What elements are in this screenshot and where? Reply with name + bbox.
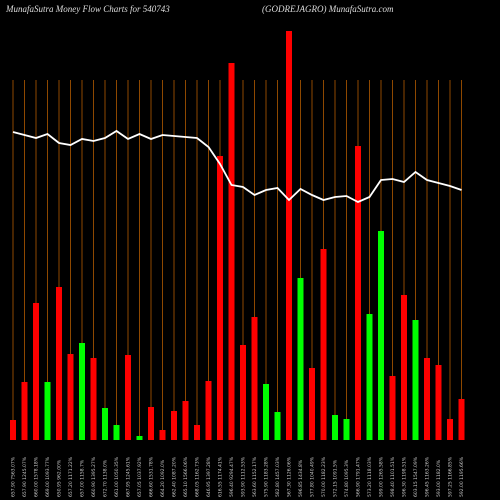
- bar: [136, 436, 143, 440]
- bar: [10, 420, 16, 440]
- x-tick-label: 657.05 1037.92%: [137, 456, 143, 497]
- x-tick-label: 567.30 1126.06%: [287, 456, 293, 497]
- x-tick-label: 667.95 1245.61%: [126, 456, 132, 497]
- x-tick-label: 646.95 1397.28%: [206, 456, 212, 497]
- x-tick-label: 593.00 1182.0%: [436, 459, 442, 497]
- bar: [21, 382, 28, 440]
- x-tick-label: 597.25 1166.85%: [448, 456, 454, 497]
- bar: [389, 376, 396, 440]
- x-tick-label: 657.00 1158.7%: [80, 459, 86, 497]
- x-tick-label: 657.90 7563.07%: [11, 456, 17, 497]
- bar: [274, 412, 281, 440]
- chart-title: MunafaSutra Money Flow Charts for 540743: [5, 4, 170, 14]
- bar: [297, 278, 304, 440]
- x-tick-label: 570.00 1182.23%: [321, 456, 327, 497]
- bar: [90, 358, 97, 440]
- bar: [320, 249, 327, 440]
- x-tick-label: 596.45 1163.26%: [425, 456, 431, 497]
- bar: [228, 63, 235, 440]
- bar: [378, 231, 384, 440]
- x-tick-label: 596.30 1198.51%: [402, 456, 408, 497]
- bar: [263, 384, 269, 440]
- bar: [159, 430, 166, 440]
- x-tick-label: 596.85 1434.8%: [298, 459, 304, 497]
- chart-subtitle: (GODREJAGRO) MunafaSutra.com: [262, 4, 394, 14]
- x-tick-label: 662.40 1087.20%: [172, 456, 178, 497]
- bar: [343, 419, 350, 440]
- x-tick-label: 660.90 1395.27%: [91, 456, 97, 497]
- x-tick-label: 660.00 1578.18%: [34, 456, 40, 497]
- x-tick-label: 672.70 1138.0%: [103, 459, 109, 497]
- x-tick-label: 666.60 1531.78%: [149, 456, 155, 497]
- x-tick-label: 661.00 1050.35%: [114, 456, 120, 497]
- bar: [113, 425, 120, 440]
- x-tick-label: 616.55 1174.41%: [218, 456, 224, 497]
- x-tick-label: 599.00 1265.58%: [379, 456, 385, 497]
- x-tick-label: 563.60 1152.17%: [252, 456, 258, 497]
- bar: [332, 415, 338, 440]
- x-tick-label: 598.40 1101.51%: [390, 456, 396, 497]
- bar: [286, 31, 292, 440]
- bar: [435, 365, 442, 440]
- bar: [217, 156, 223, 440]
- bar: [355, 146, 361, 440]
- bar: [251, 317, 258, 440]
- x-tick-label: 669.00 1093.77%: [45, 456, 51, 497]
- bar: [412, 320, 419, 440]
- bar: [148, 407, 154, 440]
- x-tick-label: 577.80 1040.49%: [310, 456, 316, 497]
- bar: [309, 368, 315, 440]
- x-tick-label: 575.90 1183.28%: [264, 456, 270, 497]
- bar: [458, 399, 465, 440]
- bar: [33, 303, 39, 440]
- x-tick-label: 603.15 1547.09%: [413, 456, 419, 497]
- x-tick-label: 665.10 1566.06%: [183, 456, 189, 497]
- bar: [205, 381, 212, 440]
- bar: [447, 419, 453, 440]
- x-tick-label: 573.20 1118.03%: [367, 456, 373, 497]
- bar: [401, 295, 407, 440]
- x-tick-label: 596.40 9294.47%: [229, 456, 235, 497]
- x-tick-label: 574.80 1095.3%: [344, 459, 350, 497]
- x-tick-label: 650.95 962.00%: [57, 459, 63, 497]
- bar: [102, 408, 108, 440]
- bar: [125, 355, 131, 440]
- x-tick-label: 668.05 1162.73%: [195, 456, 201, 497]
- bar: [79, 343, 85, 440]
- bar: [67, 354, 74, 440]
- x-tick-label: 582.80 1457.03%: [275, 456, 281, 497]
- bar: [424, 358, 430, 440]
- x-tick-label: 593.90 1112.53%: [241, 456, 247, 497]
- x-tick-label: 664.20 1092.0%: [160, 459, 166, 497]
- x-tick-label: 657.90 1245.07%: [22, 456, 28, 497]
- price-line: [12, 129, 462, 203]
- bar: [56, 287, 62, 440]
- bar: [182, 401, 189, 440]
- bar: [44, 382, 51, 440]
- bar: [366, 314, 373, 440]
- x-tick-label: 566.90 1791.47%: [356, 456, 362, 497]
- x-tick-label: 657.20 1171.22%: [68, 456, 74, 497]
- x-tick-label: 572.15 1091.5%: [333, 459, 339, 497]
- bar: [194, 425, 200, 440]
- bar: [171, 411, 177, 440]
- x-tick-label: 592.00 1195.66%: [459, 456, 465, 497]
- bar: [240, 345, 246, 440]
